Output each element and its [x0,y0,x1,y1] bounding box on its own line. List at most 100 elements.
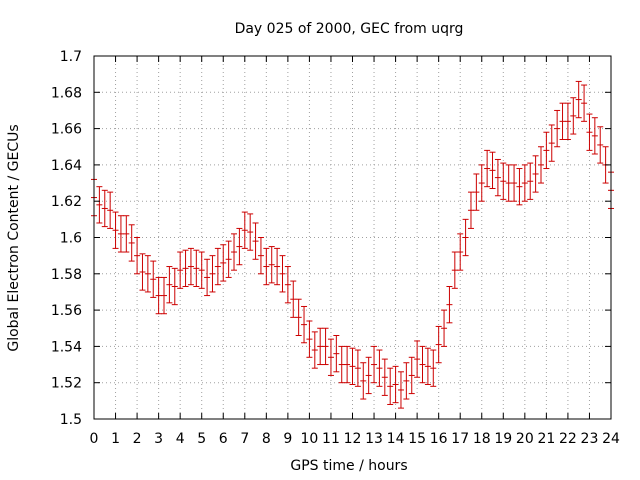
errorbar-point [376,349,383,387]
y-tick-label: 1.66 [51,122,82,138]
errorbar-point [441,309,448,347]
y-tick-label: 1.52 [51,376,82,392]
errorbar-point [451,251,458,289]
x-tick-label: 11 [322,431,340,447]
errorbar-point [419,345,426,384]
errorbar-point [322,327,329,366]
x-tick-label: 24 [602,431,620,447]
y-axis: 1.5 1.52 1.54 1.56 1.58 1.6 1.62 1.64 1.66 1.68 1.… [51,49,611,428]
errorbar-point [311,331,318,369]
errorbar-point [117,215,124,253]
errorbar-point [424,347,431,386]
errorbar-point [430,349,437,387]
errorbar-point [473,173,480,211]
grid [94,56,611,419]
errorbar-point [225,240,232,278]
errorbar-point [500,162,507,200]
x-tick-label: 12 [344,431,362,447]
errorbar-point [187,247,194,286]
errorbar-point [484,149,491,188]
errorbar-point [597,126,604,164]
errorbar-point [155,276,162,315]
y-tick-label: 1.5 [60,412,82,428]
errorbar-point [537,146,544,184]
errorbar-point [365,356,372,395]
errorbar-point [301,305,308,344]
errorbar-point [279,255,286,293]
errorbar-point [306,320,313,358]
errorbar-point [387,367,394,405]
x-tick-label: 9 [283,431,292,447]
errorbar-point [295,298,302,337]
errorbar-point [161,276,168,315]
x-tick-label: 18 [473,431,491,447]
errorbar-point [457,233,464,271]
errorbar-point [317,327,324,366]
y-tick-label: 1.68 [51,85,82,101]
errorbar-point [586,113,593,151]
errorbar-point [112,211,119,249]
errorbar-point [392,365,399,404]
errorbar-point [554,109,561,148]
errorbar-point [144,255,151,293]
errorbar-point [220,244,227,282]
y-tick-label: 1.64 [51,158,82,174]
errorbar-point [134,237,141,275]
errorbar-point [403,362,410,400]
errorbar-point [543,131,550,170]
errorbar-point [290,280,297,318]
y-tick-label: 1.56 [51,303,82,319]
errorbar-point [274,247,281,286]
errorbar-point [123,215,130,253]
errorbar-point [478,164,485,202]
errorbar-point [581,84,588,122]
x-axis-label: GPS time / hours [290,458,407,474]
errorbar-point [139,253,146,291]
errorbar-point [354,349,361,387]
x-tick-label: 21 [537,431,555,447]
errorbar-point [360,362,367,400]
errorbar-point [344,345,351,384]
errorbar-point [414,340,421,378]
errorbar-point [166,266,173,304]
errorbar-point [257,237,264,275]
errorbar-point [591,117,598,155]
y-tick-label: 1.58 [51,267,82,283]
series-gec [91,80,614,409]
errorbar-point [548,124,555,162]
errorbar-point [96,186,103,224]
x-tick-label: 0 [90,431,99,447]
errorbar-point [527,162,534,200]
x-tick-label: 15 [408,431,426,447]
errorbar-point [516,168,523,206]
x-tick-label: 14 [387,431,405,447]
errorbar-point [521,164,528,202]
x-tick-label: 8 [262,431,271,447]
errorbar-point [107,191,114,229]
y-tick-label: 1.6 [60,231,82,247]
errorbar-point [252,222,259,260]
x-tick-label: 2 [133,431,142,447]
x-tick-label: 17 [451,431,469,447]
y-axis-label: Global Electron Content / GECUs [6,124,22,351]
errorbar-point [371,345,378,384]
errorbar-point [467,191,474,229]
errorbar-point [214,247,221,286]
x-axis: 0 1 2 3 4 5 6 7 8 9 10 11 12 13 14 15 16 17 18 19 20 21 22 23 24 [90,56,620,447]
errorbar-point [408,356,415,395]
errorbar-point [446,286,453,324]
chart-title: Day 025 of 2000, GEC from uqrg [235,21,464,37]
errorbar-point [101,189,108,228]
x-tick-label: 10 [301,431,319,447]
errorbar-point [236,227,243,266]
errorbar-point [268,246,275,284]
x-tick-label: 3 [154,431,163,447]
x-tick-label: 19 [494,431,512,447]
x-tick-label: 4 [176,431,185,447]
x-tick-label: 1 [111,431,120,447]
errorbar-point [349,347,356,386]
errorbar-point [327,338,334,376]
x-tick-label: 5 [197,431,206,447]
errorbar-point [564,102,571,140]
